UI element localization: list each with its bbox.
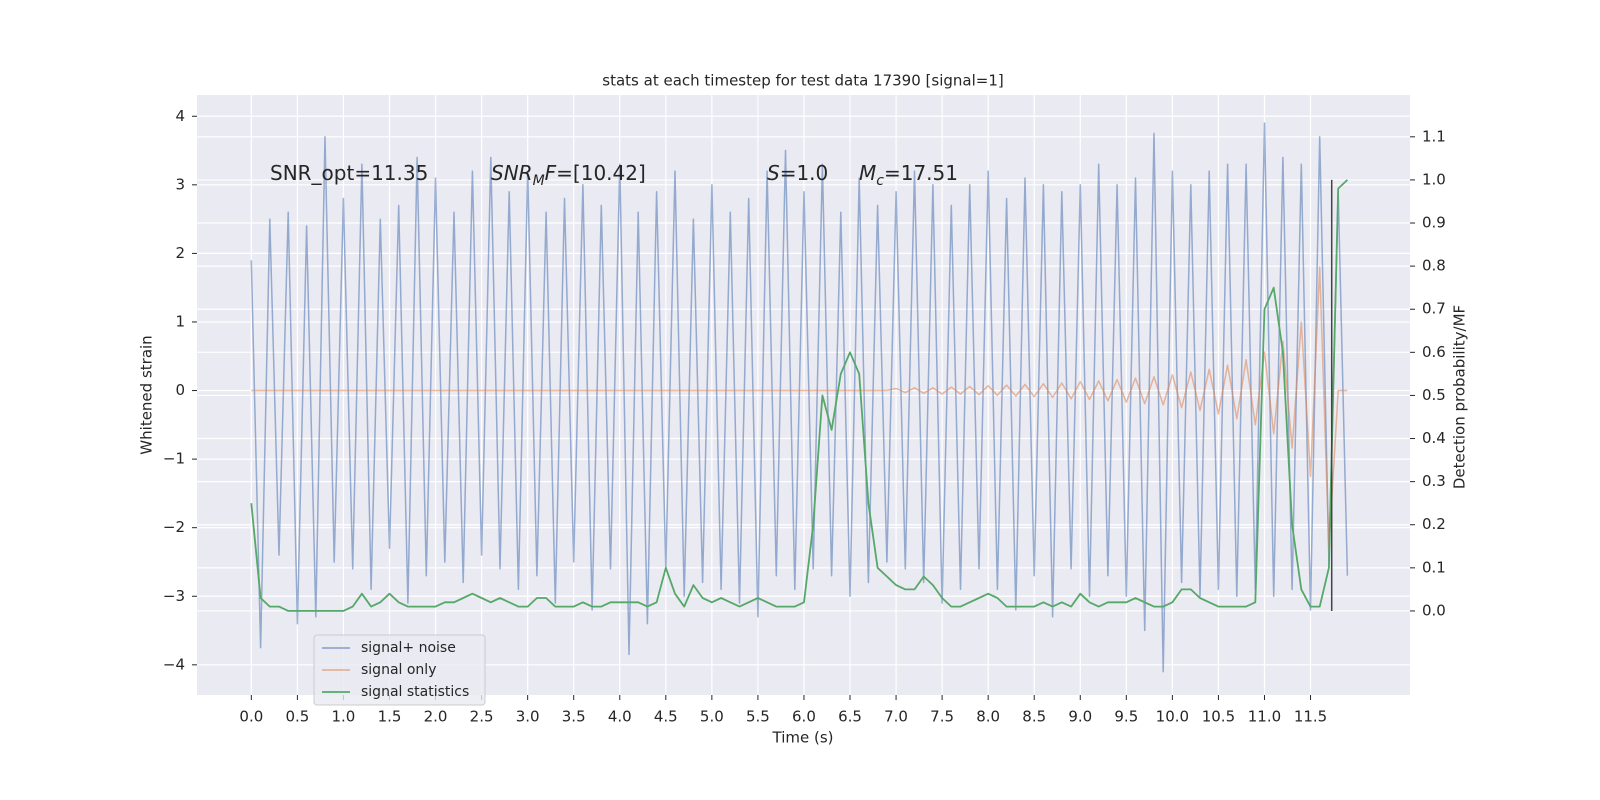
y2-tick-label: 0.8 bbox=[1422, 257, 1446, 275]
x-tick-label: 6.0 bbox=[792, 708, 816, 726]
annotation-part: F bbox=[545, 161, 557, 185]
y2-tick-label: 0.5 bbox=[1422, 386, 1446, 404]
annotation: SNR_opt=11.35 bbox=[270, 161, 428, 185]
series-line bbox=[251, 266, 1348, 550]
annotation-part: =[10.42] bbox=[556, 161, 646, 185]
x-tick-label: 5.5 bbox=[746, 708, 770, 726]
series-line bbox=[250, 179, 1349, 612]
y-tick-label: −3 bbox=[163, 587, 185, 605]
x-tick-label: 10.0 bbox=[1156, 708, 1189, 726]
annotation-part: S bbox=[767, 161, 780, 185]
x-tick-label: 7.5 bbox=[930, 708, 954, 726]
x-tick-label: 8.0 bbox=[976, 708, 1000, 726]
chart-title: stats at each timestep for test data 173… bbox=[602, 72, 1003, 90]
annotation-part: =17.51 bbox=[884, 161, 958, 185]
x-tick-label: 4.0 bbox=[608, 708, 632, 726]
x-tick-label: 9.5 bbox=[1114, 708, 1138, 726]
annotation: SNRMF=[10.42] bbox=[491, 161, 646, 189]
y-tick-label: −4 bbox=[163, 655, 185, 673]
x-tick-label: 3.5 bbox=[562, 708, 586, 726]
y-tick-label: 0 bbox=[175, 381, 185, 399]
legend-label: signal only bbox=[361, 662, 436, 678]
x-tick-label: 2.0 bbox=[424, 708, 448, 726]
y-tick-label: 3 bbox=[175, 175, 185, 193]
legend-label: signal statistics bbox=[361, 684, 469, 700]
legend-box bbox=[313, 634, 486, 706]
annotation-part: SNR_opt=11.35 bbox=[270, 161, 428, 185]
annotation-part: M bbox=[533, 173, 545, 189]
x-tick-label: 0.0 bbox=[239, 708, 263, 726]
axes: 0.0 0.5 1.0 1.5 2.0 2.5 3.0 3.5 4.0 4.5 5.0 5.5 6.0 6… bbox=[163, 107, 1446, 726]
x-tick-label: 11.5 bbox=[1294, 708, 1327, 726]
x-tick-label: 5.0 bbox=[700, 708, 724, 726]
y-axis-label: Whitened strain bbox=[138, 335, 156, 454]
annotation: Mc=17.51 bbox=[859, 161, 958, 189]
y2-tick-label: 0.2 bbox=[1422, 515, 1446, 533]
x-tick-label: 4.5 bbox=[654, 708, 678, 726]
x-tick-label: 2.5 bbox=[470, 708, 494, 726]
x-axis-label: Time (s) bbox=[772, 729, 834, 747]
legend-label: signal+ noise bbox=[361, 640, 456, 656]
x-tick-label: 1.0 bbox=[332, 708, 356, 726]
y2-tick-label: 0.1 bbox=[1422, 558, 1446, 576]
x-tick-label: 6.5 bbox=[838, 708, 862, 726]
x-tick-label: 9.0 bbox=[1068, 708, 1092, 726]
x-tick-label: 3.0 bbox=[516, 708, 540, 726]
y-tick-label: 4 bbox=[175, 107, 185, 125]
y2-tick-label: 0.9 bbox=[1422, 214, 1446, 232]
annotation-part: =1.0 bbox=[780, 161, 829, 185]
y-tick-label: 2 bbox=[175, 244, 185, 262]
annotation-part: SNR bbox=[491, 161, 533, 185]
annotation-part: c bbox=[876, 173, 884, 189]
x-tick-label: 11.0 bbox=[1248, 708, 1281, 726]
y2-tick-label: 1.1 bbox=[1422, 127, 1446, 145]
y-tick-label: −2 bbox=[163, 518, 185, 536]
y2-tick-label: 0.7 bbox=[1422, 300, 1446, 318]
y2-tick-label: 0.4 bbox=[1422, 429, 1446, 447]
legend: signal+ noise signal only signal statistic… bbox=[313, 634, 486, 706]
y2-tick-label: 1.0 bbox=[1422, 170, 1446, 188]
x-tick-label: 10.5 bbox=[1202, 708, 1235, 726]
y-tick-label: 1 bbox=[175, 312, 185, 330]
y2-tick-label: 0.0 bbox=[1422, 601, 1446, 619]
annotation: S=1.0 bbox=[767, 161, 828, 185]
x-tick-label: 1.5 bbox=[378, 708, 402, 726]
y2-tick-label: 0.6 bbox=[1422, 343, 1446, 361]
x-tick-label: 8.5 bbox=[1022, 708, 1046, 726]
annotation-part: M bbox=[859, 161, 876, 185]
x-tick-label: 0.5 bbox=[285, 708, 309, 726]
y-tick-label: −1 bbox=[163, 450, 185, 468]
y2-axis-label: Detection probability/MF bbox=[1451, 305, 1469, 489]
y2-tick-label: 0.3 bbox=[1422, 472, 1446, 490]
marks bbox=[250, 122, 1349, 673]
x-tick-label: 7.0 bbox=[884, 708, 908, 726]
